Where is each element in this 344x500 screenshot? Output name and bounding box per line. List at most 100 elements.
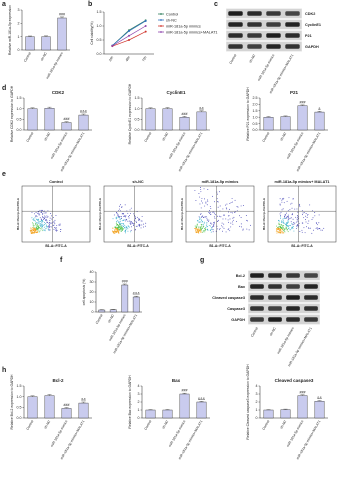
event-dot [124, 231, 126, 233]
x-tick-label: 72h [141, 55, 147, 62]
event-dot [53, 216, 54, 218]
event-dot [46, 216, 48, 218]
y-tick-label: 0.0 [17, 416, 22, 420]
event-dot [296, 219, 298, 221]
event-dot [208, 212, 210, 213]
event-dot [199, 203, 201, 205]
event-dot [276, 229, 278, 231]
event-dot [39, 230, 41, 232]
event-dot [118, 233, 120, 234]
bar [98, 309, 106, 313]
significance: ### [300, 100, 306, 104]
event-dot [279, 226, 281, 227]
event-dot [55, 215, 57, 217]
event-dot [282, 226, 284, 228]
event-dot [121, 225, 123, 226]
significance: ### [182, 112, 188, 116]
y-tick-label: 1 [256, 408, 258, 412]
event-dot [305, 219, 306, 221]
event-dot [222, 208, 224, 210]
flow-title: miR-181a-5p mimics [202, 180, 239, 184]
bar [179, 393, 190, 419]
event-dot [210, 226, 212, 228]
event-dot [234, 199, 236, 201]
blot-strip [225, 30, 303, 41]
event-dot [194, 227, 196, 229]
event-dot [200, 216, 202, 218]
event-dot [120, 227, 122, 229]
event-dot [196, 228, 198, 230]
bar [280, 116, 291, 131]
event-dot [139, 223, 141, 225]
event-dot [305, 213, 307, 215]
bar [25, 36, 35, 51]
event-dot [232, 212, 233, 214]
event-dot [128, 217, 130, 219]
event-dot [32, 232, 34, 234]
event-dot [44, 215, 46, 217]
event-dot [237, 206, 239, 208]
event-dot [225, 207, 227, 209]
band [266, 33, 281, 38]
event-dot [46, 226, 48, 228]
event-dot [129, 221, 131, 223]
y-tick-label: 0 [138, 416, 140, 420]
event-dot [121, 206, 123, 208]
event-dot [37, 218, 39, 220]
event-dot [127, 225, 129, 227]
event-dot [137, 224, 139, 226]
event-dot [207, 189, 209, 190]
y-tick-label: 0.5 [17, 118, 22, 122]
blot-strip [225, 41, 303, 52]
event-dot [47, 216, 49, 218]
y-tick-label: 0.0 [17, 128, 22, 132]
event-dot [282, 230, 284, 232]
y-axis-label: cell apoptosis (%) [82, 279, 86, 306]
event-dot [32, 222, 33, 224]
event-dot [53, 221, 54, 223]
event-dot [42, 218, 44, 220]
event-dot [315, 227, 317, 229]
event-dot [118, 217, 120, 219]
event-dot [130, 213, 131, 214]
event-dot [196, 226, 198, 228]
event-dot [48, 229, 50, 231]
event-dot [45, 225, 47, 227]
event-dot [126, 226, 128, 228]
event-dot [133, 223, 135, 225]
x-tick-label: sh-NC [43, 419, 51, 430]
event-dot [246, 220, 248, 222]
event-dot [127, 228, 129, 230]
event-dot [33, 225, 35, 227]
y-tick-label: 1.0 [17, 395, 22, 399]
event-dot [33, 230, 35, 231]
x-tick-label: 24h [108, 55, 114, 62]
event-dot [200, 188, 202, 190]
event-dot [320, 229, 322, 231]
error-bar [182, 116, 187, 118]
event-dot [195, 200, 197, 202]
event-dot [281, 225, 283, 227]
event-dot [196, 220, 198, 221]
x-tick-label: miR-181a-5p mimics [50, 131, 69, 159]
event-dot [307, 214, 309, 215]
y-tick-label: 20 [90, 290, 94, 294]
error-bar [30, 107, 35, 109]
event-dot [205, 201, 207, 203]
y-tick-label: 1 [138, 408, 140, 412]
event-dot [208, 220, 209, 222]
event-dot [127, 220, 129, 222]
error-bar [47, 394, 52, 396]
event-dot [195, 226, 197, 228]
event-dot [280, 214, 282, 216]
event-dot [40, 212, 42, 214]
event-dot [119, 219, 121, 220]
event-dot [308, 227, 310, 229]
event-dot [240, 217, 242, 218]
y-tick-label: 3 [256, 392, 258, 396]
event-dot [290, 203, 292, 205]
event-dot [122, 213, 124, 215]
event-dot [113, 231, 115, 233]
event-dot [280, 227, 282, 229]
event-dot [304, 232, 306, 234]
